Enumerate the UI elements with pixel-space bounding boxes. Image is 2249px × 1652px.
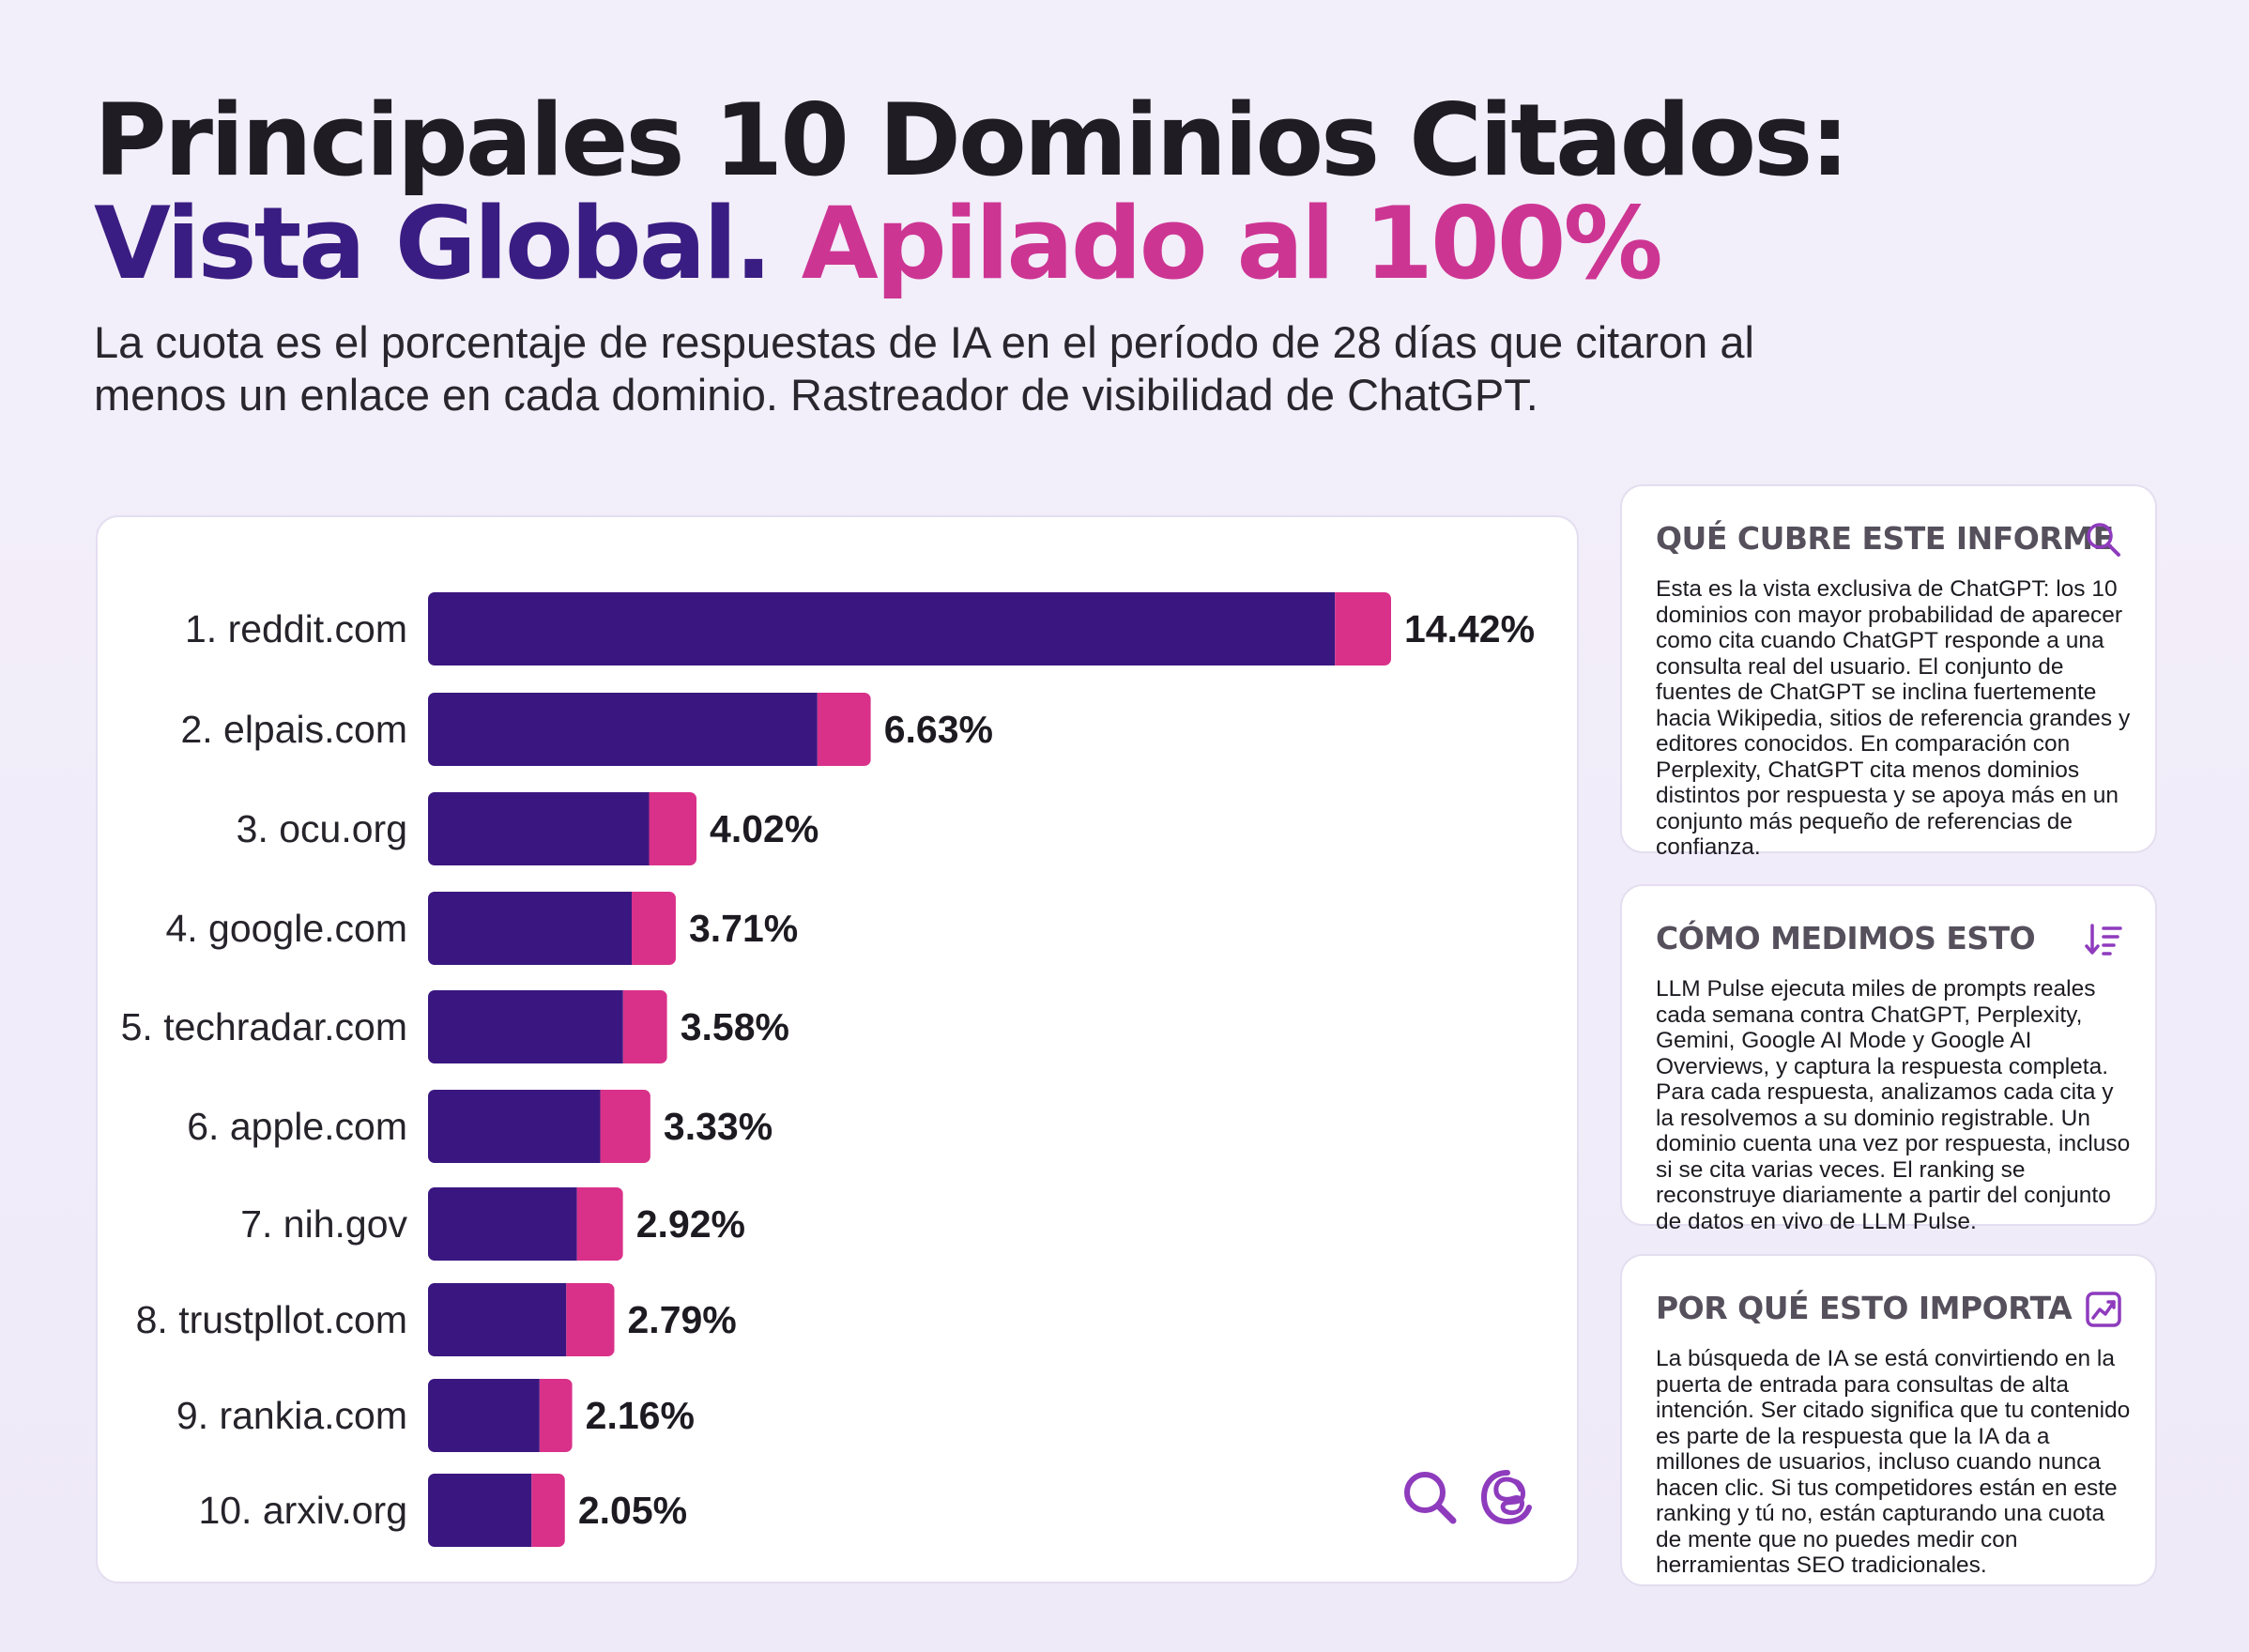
title-line-1: Principales 10 Dominios Citados:: [94, 83, 1850, 198]
bar-segment-accent: [566, 1283, 615, 1356]
bar-segment-primary: [428, 1090, 601, 1163]
info-card-how-title: CÓMO MEDIMOS ESTO: [1656, 920, 2036, 956]
category-label: 1. reddit.com: [185, 607, 407, 650]
bar-segment-accent: [600, 1090, 650, 1163]
bar-segment-accent: [649, 792, 697, 865]
bar-segment-primary: [428, 990, 623, 1063]
bar-segment-primary: [428, 892, 633, 965]
bar-segment-accent: [531, 1474, 565, 1547]
info-card-what-title: QUÉ CUBRE ESTE INFORME: [1656, 520, 2114, 557]
bar-segment-primary: [428, 1379, 540, 1452]
category-label: 5. techradar.com: [121, 1005, 407, 1048]
info-card-why-title: POR QUÉ ESTO IMPORTA: [1656, 1290, 2073, 1326]
threads-icon[interactable]: [1477, 1467, 1538, 1527]
sort-icon: [2085, 924, 2122, 956]
bar-segment-accent: [576, 1187, 623, 1261]
info-card-what-body: Esta es la vista exclusiva de ChatGPT: l…: [1656, 576, 2131, 860]
value-label: 2.79%: [628, 1298, 737, 1341]
bar-segment-accent: [817, 693, 871, 766]
trend-chart-icon: [2086, 1292, 2121, 1327]
info-card-what: QUÉ CUBRE ESTE INFORME Esta es la vista …: [1620, 484, 2157, 860]
bar-segment-accent: [622, 990, 667, 1063]
category-label: 10. arxiv.org: [198, 1489, 407, 1532]
value-label: 6.63%: [884, 708, 993, 751]
bar-segment-primary: [428, 592, 1336, 665]
header: Principales 10 Dominios Citados: Vista G…: [94, 89, 1877, 421]
value-label: 4.02%: [710, 807, 819, 850]
search-icon: [2087, 523, 2120, 557]
bar-segment-primary: [428, 1474, 532, 1547]
value-label: 2.05%: [578, 1489, 687, 1532]
title-apilado: Apilado al 100%: [801, 186, 1663, 301]
category-label: 8. trustpllot.com: [136, 1298, 407, 1341]
value-label: 3.33%: [664, 1105, 773, 1148]
title-line-2: Vista Global. Apilado al 100%: [94, 192, 1877, 296]
category-label: 7. nih.gov: [240, 1202, 407, 1246]
value-label: 14.42%: [1404, 607, 1535, 650]
value-label: 3.58%: [681, 1005, 789, 1048]
title-vista-global: Vista Global.: [94, 186, 773, 301]
value-label: 2.16%: [586, 1394, 695, 1437]
bar-segment-primary: [428, 792, 650, 865]
value-label: 3.71%: [689, 907, 798, 950]
bar-segment-primary: [428, 1283, 567, 1356]
bar-segment-accent: [1335, 592, 1391, 665]
bar-segment-accent: [632, 892, 676, 965]
bar-segment-primary: [428, 693, 818, 766]
value-label: 2.92%: [636, 1202, 745, 1246]
info-card-how: CÓMO MEDIMOS ESTO LLM Pulse ejecuta mile…: [1620, 884, 2157, 1234]
category-label: 2. elpais.com: [180, 708, 407, 751]
info-card-why-body: La búsqueda de IA se está convirtiendo e…: [1656, 1346, 2131, 1578]
category-label: 4. google.com: [165, 907, 407, 950]
bar-segment-accent: [539, 1379, 573, 1452]
category-label: 9. rankia.com: [176, 1394, 407, 1437]
subtitle: La cuota es el porcentaje de respuestas …: [94, 317, 1754, 420]
category-label: 6. apple.com: [187, 1105, 407, 1148]
magnifier-icon[interactable]: [1400, 1467, 1460, 1527]
chart-card: 1. reddit.com 14.42% 2. elpais.com 6.63% 3. …: [96, 515, 1579, 1583]
category-label: 3. ocu.org: [237, 807, 407, 850]
info-card-how-body: LLM Pulse ejecuta miles de prompts reale…: [1656, 976, 2131, 1234]
info-card-why: POR QUÉ ESTO IMPORTA La búsqueda de IA s…: [1620, 1254, 2157, 1586]
bar-segment-primary: [428, 1187, 577, 1261]
bars-layer: 1. reddit.com 14.42% 2. elpais.com 6.63% 3. …: [121, 592, 1535, 1547]
bar-chart: 1. reddit.com 14.42% 2. elpais.com 6.63% 3. …: [121, 592, 1535, 1547]
